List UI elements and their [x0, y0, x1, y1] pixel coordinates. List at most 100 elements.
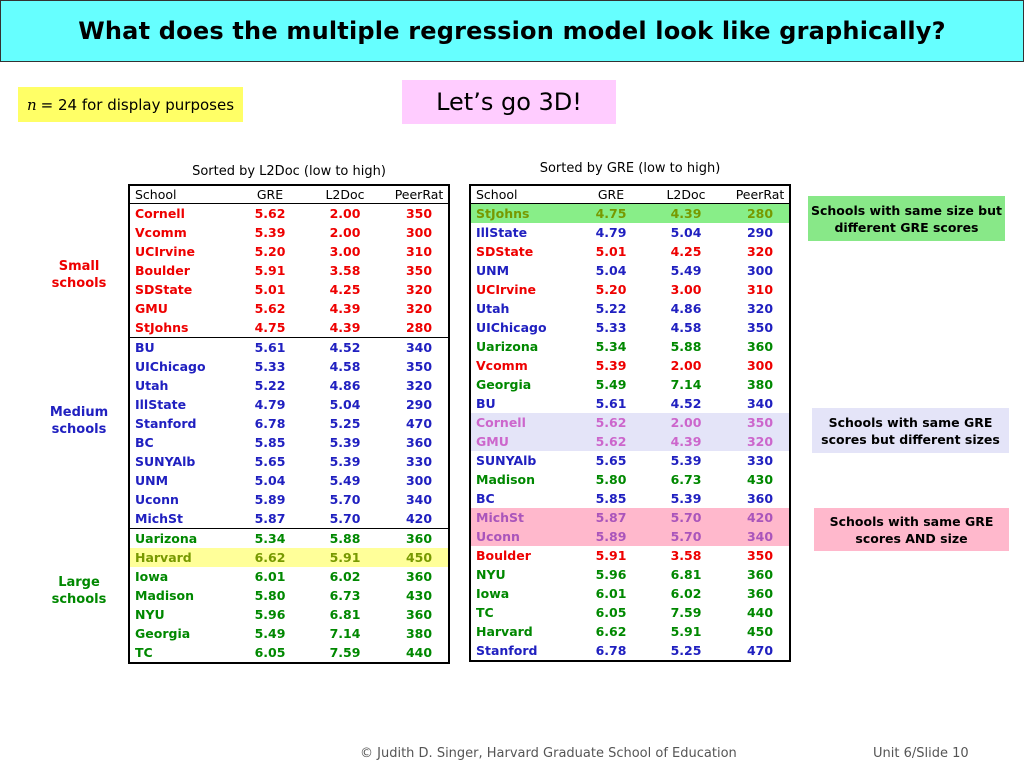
cell-l2doc: 4.58 [329, 359, 361, 374]
callout-same-gre-text: Schools with same GRE scores but differe… [821, 414, 1000, 447]
lets-go-3d-box: Let’s go 3D! [402, 80, 616, 124]
cell-l2doc: 4.39 [670, 434, 702, 449]
cell-peerrat: 350 [746, 548, 774, 563]
cell-school: Uconn [476, 529, 520, 544]
cell-gre: 6.78 [254, 416, 286, 431]
table-row: UNM 5.04 5.49 300 [471, 261, 789, 280]
cell-school: SDState [135, 282, 193, 297]
table-row: NYU 5.96 6.81 360 [471, 565, 789, 584]
cell-school: Cornell [135, 206, 185, 221]
cell-l2doc: 2.00 [670, 358, 702, 373]
cell-school: Madison [476, 472, 536, 487]
cell-school: Stanford [135, 416, 197, 431]
table-row: IllState 4.79 5.04 290 [130, 395, 448, 414]
cell-gre: 5.91 [254, 263, 286, 278]
cell-l2doc: 7.14 [670, 377, 702, 392]
cell-peerrat: 440 [746, 605, 774, 620]
cell-school: MichSt [135, 511, 184, 526]
cell-l2doc: 2.00 [329, 206, 361, 221]
cell-peerrat: 280 [746, 206, 774, 221]
cell-gre: 6.05 [254, 645, 286, 660]
cell-school: Madison [135, 588, 195, 603]
left-group-medium: BU 5.61 4.52 340 UIChicago 5.33 4.58 350 Utah 5.2… [130, 338, 448, 529]
cell-gre: 6.78 [595, 643, 627, 658]
cell-peerrat: 360 [405, 607, 433, 622]
cell-l2doc: 5.04 [329, 397, 361, 412]
cell-peerrat: 470 [746, 643, 774, 658]
cell-gre: 5.33 [254, 359, 286, 374]
cell-peerrat: 290 [405, 397, 433, 412]
cell-peerrat: 360 [746, 567, 774, 582]
cell-l2doc: 6.81 [670, 567, 702, 582]
cell-peerrat: 380 [746, 377, 774, 392]
cell-school: StJohns [476, 206, 530, 221]
footer-slide-number: Unit 6/Slide 10 [873, 746, 969, 761]
label-small-schools: Small schools [51, 259, 107, 291]
table-row: TC 6.05 7.59 440 [130, 643, 448, 662]
cell-school: Vcomm [135, 225, 187, 240]
title-bar: What does the multiple regression model … [0, 0, 1024, 62]
cell-gre: 5.61 [595, 396, 627, 411]
cell-gre: 4.75 [254, 320, 286, 335]
cell-peerrat: 450 [746, 624, 774, 639]
cell-peerrat: 470 [405, 416, 433, 431]
cell-school: SUNYAlb [476, 453, 537, 468]
cell-school: BU [476, 396, 496, 411]
cell-gre: 5.87 [254, 511, 286, 526]
cell-l2doc: 5.04 [670, 225, 702, 240]
cell-school: Harvard [476, 624, 533, 639]
right-table-body: StJohns 4.75 4.39 280 IllState 4.79 5.04 290 SDS… [471, 204, 789, 660]
table-row: MichSt 5.87 5.70 420 [130, 509, 448, 528]
cell-peerrat: 330 [405, 454, 433, 469]
cell-l2doc: 4.39 [329, 320, 361, 335]
table-row: Madison 5.80 6.73 430 [130, 586, 448, 605]
left-header-gre: GRE [256, 187, 284, 202]
cell-peerrat: 420 [405, 511, 433, 526]
left-header-row: School GRE L2Doc PeerRat [130, 186, 448, 204]
right-table-title: Sorted by GRE (low to high) [539, 161, 721, 176]
table-row: BC 5.85 5.39 360 [130, 433, 448, 452]
right-header-row: School GRE L2Doc PeerRat [471, 186, 789, 204]
cell-peerrat: 360 [746, 491, 774, 506]
cell-school: Stanford [476, 643, 538, 658]
cell-l2doc: 4.52 [670, 396, 702, 411]
callout-same-gre-size-text: Schools with same GRE scores AND size [829, 513, 994, 546]
right-table: School GRE L2Doc PeerRat StJohns 4.75 4.39 280 I… [469, 184, 791, 662]
cell-school: GMU [135, 301, 168, 316]
table-row: BC 5.85 5.39 360 [471, 489, 789, 508]
sample-size-text: = 24 for display purposes [40, 95, 235, 114]
table-row: Boulder 5.91 3.58 350 [471, 546, 789, 565]
cell-peerrat: 350 [405, 263, 433, 278]
cell-school: BU [135, 340, 155, 355]
cell-peerrat: 360 [405, 435, 433, 450]
cell-gre: 5.49 [595, 377, 627, 392]
cell-gre: 5.96 [595, 567, 627, 582]
cell-gre: 5.04 [595, 263, 627, 278]
table-row: BU 5.61 4.52 340 [130, 338, 448, 357]
cell-school: IllState [135, 397, 187, 412]
cell-l2doc: 5.25 [670, 643, 702, 658]
cell-gre: 5.34 [595, 339, 627, 354]
cell-l2doc: 4.52 [329, 340, 361, 355]
cell-peerrat: 430 [746, 472, 774, 487]
cell-l2doc: 4.86 [670, 301, 702, 316]
cell-gre: 5.34 [254, 531, 286, 546]
table-row: UIChicago 5.33 4.58 350 [471, 318, 789, 337]
callout-same-gre-size: Schools with same GRE scores AND size [814, 508, 1009, 551]
cell-peerrat: 350 [405, 359, 433, 374]
cell-gre: 5.65 [254, 454, 286, 469]
right-header-peerrat: PeerRat [735, 187, 785, 202]
cell-gre: 5.22 [254, 378, 286, 393]
cell-peerrat: 340 [746, 396, 774, 411]
left-group-small: Cornell 5.62 2.00 350 Vcomm 5.39 2.00 300 UCIrvi… [130, 204, 448, 338]
cell-school: Utah [476, 301, 510, 316]
cell-l2doc: 4.39 [670, 206, 702, 221]
cell-gre: 5.85 [254, 435, 286, 450]
cell-school: Cornell [476, 415, 526, 430]
cell-peerrat: 320 [405, 282, 433, 297]
cell-l2doc: 5.39 [670, 453, 702, 468]
cell-school: GMU [476, 434, 509, 449]
cell-l2doc: 3.00 [329, 244, 361, 259]
cell-gre: 4.79 [595, 225, 627, 240]
cell-l2doc: 4.86 [329, 378, 361, 393]
